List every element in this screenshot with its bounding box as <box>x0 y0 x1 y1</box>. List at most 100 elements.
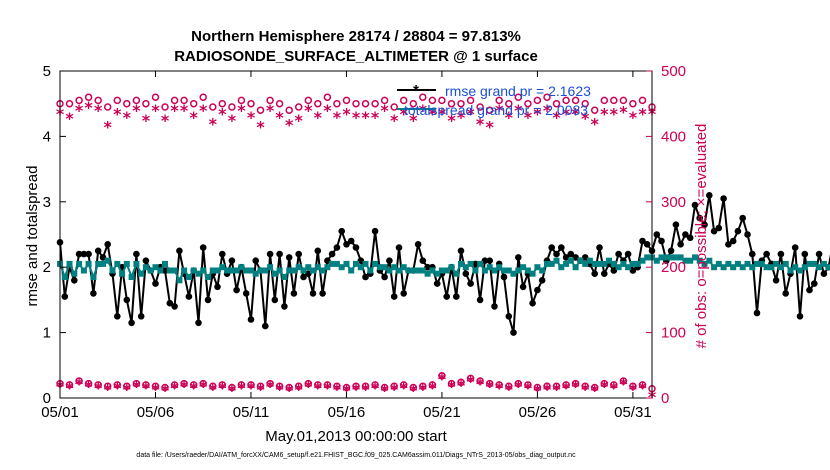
rmse-point <box>553 250 560 258</box>
rmse-point <box>338 227 346 235</box>
obs-evaluated-marker: * <box>132 101 141 120</box>
obs-possible-marker <box>103 382 112 390</box>
spread-point <box>228 267 235 274</box>
spread-point <box>606 257 612 264</box>
obs-evaluated-marker: * <box>428 105 437 124</box>
obs-possible-marker <box>256 106 265 114</box>
rmse-point <box>395 244 403 251</box>
x-tick-label: 05/01 <box>41 404 79 421</box>
spread-point <box>353 260 359 267</box>
obs-evaluated-marker: * <box>151 380 160 399</box>
obs-evaluated-marker: * <box>581 380 590 399</box>
spread-point <box>434 270 441 277</box>
spread-point <box>95 260 102 267</box>
obs-evaluated-marker: * <box>495 101 504 120</box>
obs-possible-marker <box>524 99 532 108</box>
obs-possible-marker <box>151 93 160 101</box>
obs-possible-marker <box>323 93 332 101</box>
obs-possible-marker <box>638 381 647 389</box>
obs-possible-marker <box>218 99 227 108</box>
spread-point <box>601 260 608 267</box>
obs-possible-marker <box>571 96 580 105</box>
obs-evaluated-marker: * <box>123 108 132 127</box>
obs-evaluated-marker: * <box>161 111 170 130</box>
spread-point <box>348 267 355 274</box>
rmse-point <box>281 303 288 310</box>
obs-possible-marker <box>342 383 351 392</box>
obs-possible-marker <box>562 381 570 389</box>
rmse-point <box>390 293 398 300</box>
obs-possible-marker <box>132 96 141 105</box>
obs-evaluated-marker: * <box>180 377 189 396</box>
obs-evaluated-marker: * <box>65 109 74 128</box>
obs-possible-marker <box>466 96 475 105</box>
obs-evaluated-marker: * <box>581 109 590 128</box>
rmse-point <box>176 247 183 255</box>
obs-evaluated-marker: * <box>323 101 332 120</box>
spread-point <box>615 264 622 271</box>
obs-evaluated-marker: * <box>505 108 514 127</box>
obs-evaluated-marker: * <box>323 379 332 398</box>
spread-point <box>529 270 536 277</box>
rmse-point <box>433 280 441 287</box>
obs-evaluated-marker: * <box>552 380 561 399</box>
obs-possible-marker <box>600 96 609 105</box>
obs-evaluated-marker: * <box>84 377 93 396</box>
obs-possible-marker <box>552 99 561 108</box>
obs-evaluated-marker: * <box>209 114 218 133</box>
obs-evaluated-marker: * <box>524 108 533 127</box>
obs-possible-marker <box>619 377 628 385</box>
rmse-point <box>486 257 494 265</box>
obs-evaluated-marker: * <box>161 381 170 400</box>
rmse-point <box>558 244 565 251</box>
obs-evaluated-marker: * <box>361 380 370 399</box>
obs-evaluated-marker: * <box>562 105 571 124</box>
obs-possible-marker <box>590 106 599 114</box>
x-tick-label: 05/26 <box>519 404 557 421</box>
rmse-point <box>491 303 498 310</box>
rmse-point <box>128 319 135 327</box>
obs-evaluated-marker: * <box>266 377 275 396</box>
spread-point <box>706 257 713 264</box>
data-file-footer: data file: /Users/raeder/DAI/ATM_forcXX/… <box>136 452 576 459</box>
obs-possible-marker <box>123 382 131 390</box>
obs-evaluated-marker: * <box>199 101 208 120</box>
rmse-point <box>142 257 150 265</box>
rmse-point <box>481 257 489 265</box>
rmse-point <box>99 254 107 261</box>
obs-possible-marker <box>294 382 303 390</box>
rmse-point <box>309 290 317 297</box>
rmse-point <box>343 241 350 248</box>
spread-point <box>458 260 464 267</box>
obs-evaluated-marker: * <box>228 111 237 130</box>
obs-evaluated-marker: * <box>84 98 93 117</box>
spread-point <box>310 267 316 274</box>
obs-possible-marker <box>180 96 188 105</box>
spread-point <box>257 267 264 274</box>
x-axis-label: May.01,2013 00:00:00 start <box>265 428 447 445</box>
rmse-point <box>166 299 174 307</box>
spread-point <box>209 267 216 274</box>
rmse-point <box>677 241 684 248</box>
spread-point <box>415 267 422 274</box>
spread-point <box>501 267 507 274</box>
spread-point <box>586 257 593 264</box>
legend-rmse-label: rmse grand pr = 2.1623 <box>445 83 591 99</box>
spread-point <box>176 277 183 284</box>
spread-point <box>290 267 297 274</box>
spread-point <box>295 264 302 271</box>
obs-possible-marker <box>123 99 131 108</box>
rmse-point <box>643 241 651 248</box>
spread-point <box>114 260 121 267</box>
obs-possible-marker <box>314 99 322 108</box>
rmse-point <box>262 322 269 330</box>
rmse-point <box>381 273 388 281</box>
rmse-point <box>534 286 541 294</box>
spread-point <box>730 264 737 271</box>
rmse-point <box>529 299 536 307</box>
obs-evaluated-marker: * <box>400 379 409 398</box>
obs-evaluated-marker: * <box>237 101 246 120</box>
spread-point <box>252 270 259 277</box>
obs-evaluated-marker: * <box>304 101 313 120</box>
spread-point <box>419 267 426 274</box>
